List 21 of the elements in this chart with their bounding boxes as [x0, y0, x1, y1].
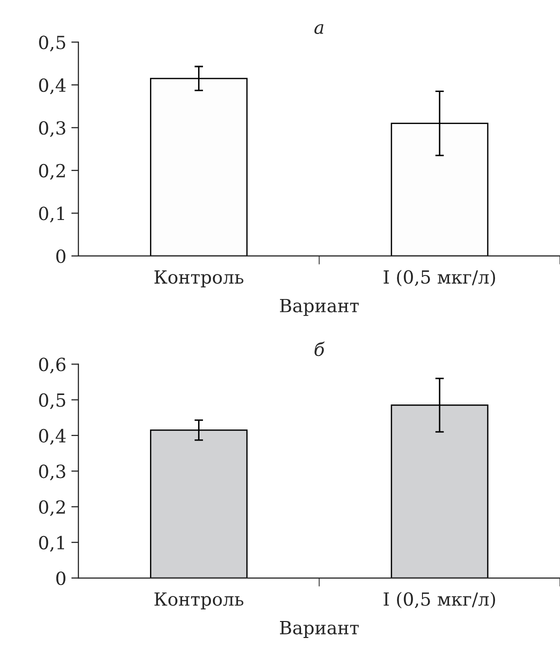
x-tick-label: I (0,5 мкг/л)	[384, 592, 496, 608]
x-tick-label: Контроль	[154, 270, 244, 288]
y-tick-label: 0,1	[39, 536, 64, 552]
y-tick-label: 0,4	[39, 78, 66, 94]
y-tick-label: 0,2	[39, 164, 65, 180]
y-tick-label: 0	[56, 571, 66, 586]
y-tick-label: 0	[56, 249, 66, 264]
x-axis-title: Вариант	[280, 298, 359, 316]
chart-title: а	[314, 24, 324, 34]
y-tick-label: 0,3	[39, 121, 66, 137]
chart-title: б	[314, 342, 325, 356]
x-tick-label: I (0,5 мкг/л)	[384, 270, 496, 286]
y-tick-label: 0,3	[39, 464, 66, 480]
y-tick-label: 0,1	[39, 206, 64, 223]
x-axis-title: Вариант	[280, 621, 359, 638]
y-tick-label: 0,2	[39, 500, 65, 516]
y-tick-label: 0,5	[39, 393, 66, 410]
y-tick-label: 0,4	[39, 428, 66, 445]
y-tick-label: 0,6	[39, 358, 66, 374]
x-tick-label: Контроль	[154, 592, 244, 610]
y-tick-label: 0,5	[39, 36, 66, 52]
